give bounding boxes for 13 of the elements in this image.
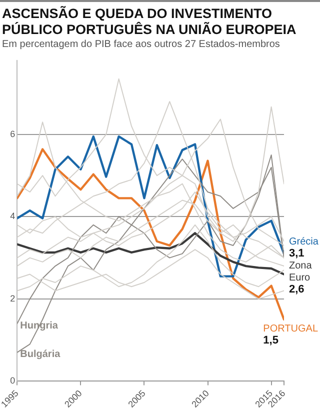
data-label: 1,5 (263, 334, 278, 347)
series-label: Bulgária (20, 349, 61, 360)
y-tick-label: 4 (10, 211, 16, 222)
series-label: PORTUGAL (263, 323, 318, 334)
y-tick-label: 6 (10, 128, 16, 139)
data-label: 2,6 (289, 284, 304, 296)
y-tick-label: 2 (10, 293, 16, 304)
data-label: 3,1 (289, 248, 304, 260)
series-label: Zona Euro (289, 260, 312, 284)
series-label: Grécia (289, 236, 319, 248)
y-tick-label: 0 (10, 376, 16, 386)
chart-subtitle: Em percentagem do PIB face aos outros 27 Estados-membros (1, 38, 281, 52)
chart-title: ASCENSÃO E QUEDA DO INVESTIMENTO PÚBLICO PORTUGUÊS NA UNIÃO EUROPEIA (0, 0, 320, 38)
